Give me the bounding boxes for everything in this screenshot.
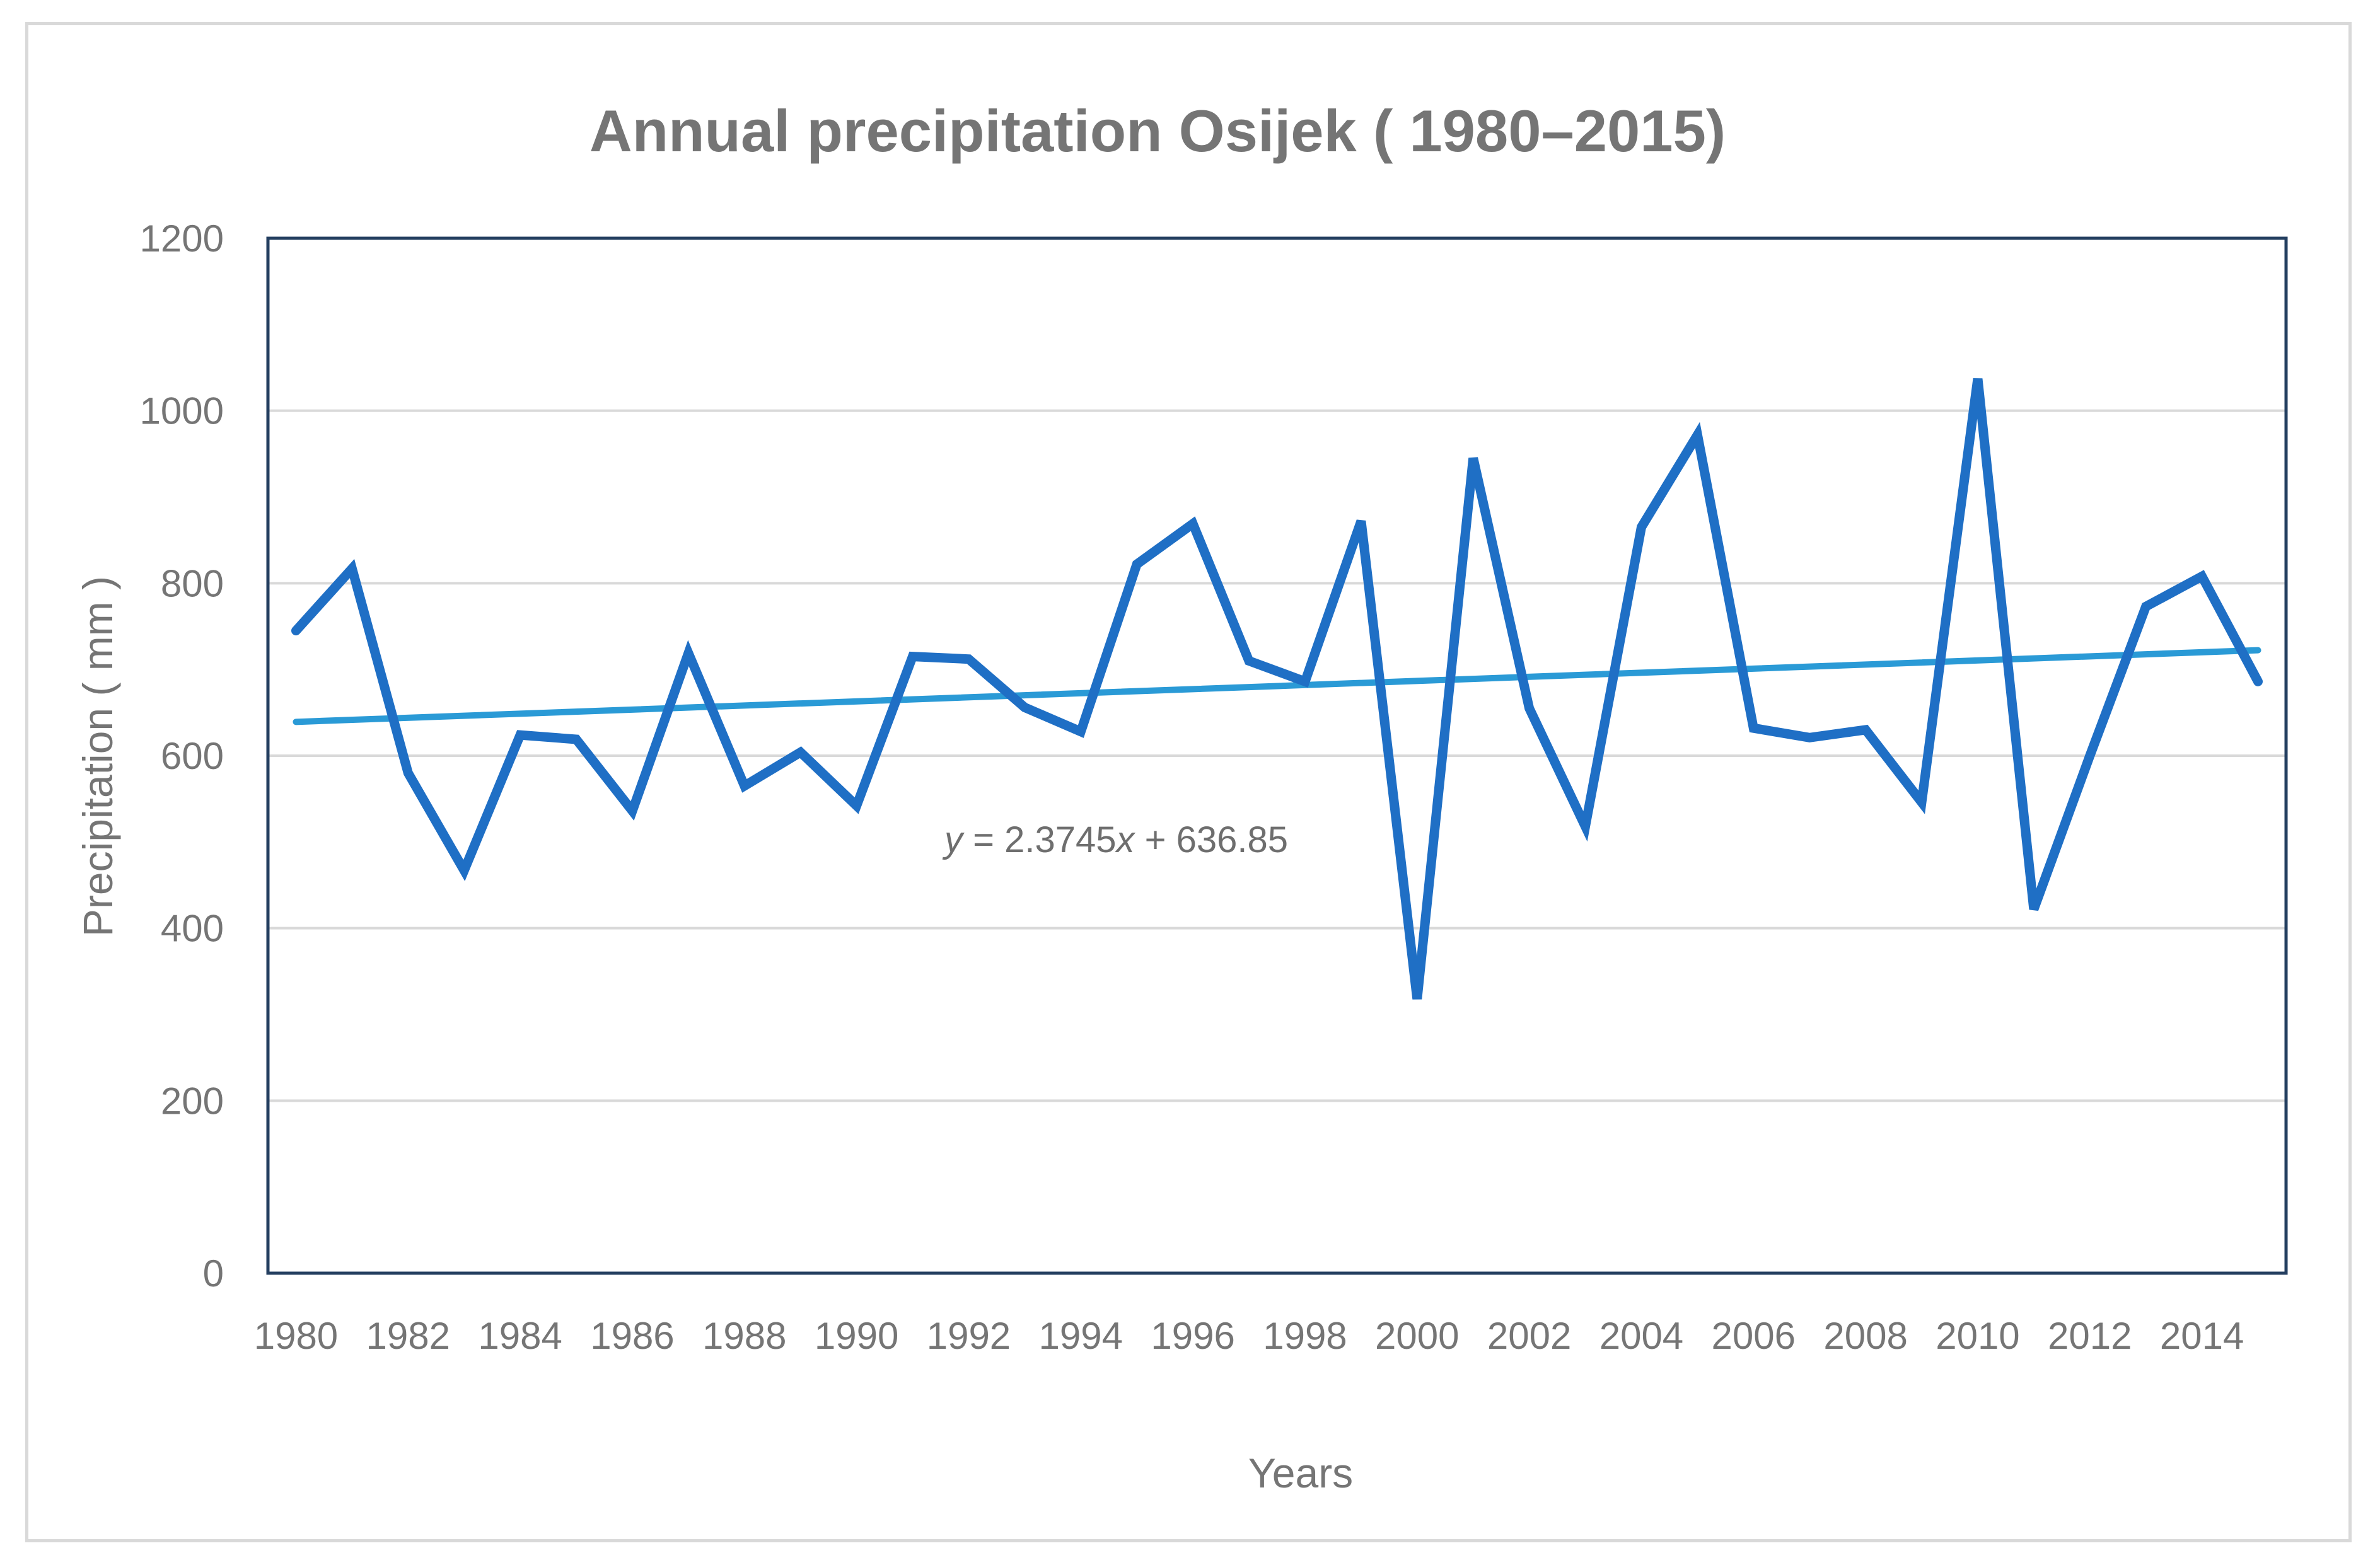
x-tick-label: 2002 [1487, 1315, 1571, 1357]
x-tick-label: 2008 [1823, 1315, 1907, 1357]
x-tick-label: 1984 [478, 1315, 562, 1357]
x-tick-label: 2014 [2160, 1315, 2244, 1357]
chart-title: Annual precipitation Osijek ( 1980–2015) [589, 98, 1726, 164]
x-tick-label: 1982 [366, 1315, 450, 1357]
x-tick-label: 1998 [1263, 1315, 1347, 1357]
x-tick-label: 2000 [1375, 1315, 1459, 1357]
y-tick-labels: 0 200 400 600 800 1000 1200 [140, 217, 224, 1295]
x-tick-label: 2012 [2048, 1315, 2132, 1357]
trend-equation: y = 2.3745x + 636.85 [942, 819, 1288, 860]
x-tick-label: 2010 [1936, 1315, 2019, 1357]
equation-y: y [942, 819, 965, 860]
equation-intercept: + 636.85 [1135, 819, 1289, 860]
x-tick-label: 1996 [1151, 1315, 1234, 1357]
y-tick-label: 400 [161, 908, 224, 950]
gridlines [268, 409, 2286, 1102]
y-tick-label: 200 [161, 1080, 224, 1122]
y-tick-label: 1200 [140, 217, 224, 260]
x-tick-label: 1986 [590, 1315, 674, 1357]
x-axis-title: Years [1248, 1450, 1353, 1496]
x-tick-label: 1980 [254, 1315, 338, 1357]
y-axis-title: Precipitation ( mm ) [74, 576, 121, 937]
equation-slope: = 2.3745 [963, 819, 1117, 860]
equation-x: x [1115, 819, 1136, 860]
y-tick-label: 0 [203, 1252, 224, 1295]
x-tick-label: 1994 [1039, 1315, 1123, 1357]
x-tick-label: 2004 [1599, 1315, 1683, 1357]
plot-area-border [266, 236, 2288, 1275]
y-tick-label: 1000 [140, 390, 224, 432]
y-tick-label: 600 [161, 735, 224, 777]
x-tick-label: 1992 [927, 1315, 1011, 1357]
y-tick-label: 800 [161, 562, 224, 604]
precipitation-series-line [291, 378, 2263, 1000]
x-tick-label: 1990 [815, 1315, 898, 1357]
x-tick-labels: 1980 1982 1984 1986 1988 1990 1992 1994 1996 1998… [254, 1315, 2244, 1357]
x-tick-label: 1988 [702, 1315, 786, 1357]
x-tick-label: 2006 [1712, 1315, 1796, 1357]
trend-line [293, 647, 2261, 725]
